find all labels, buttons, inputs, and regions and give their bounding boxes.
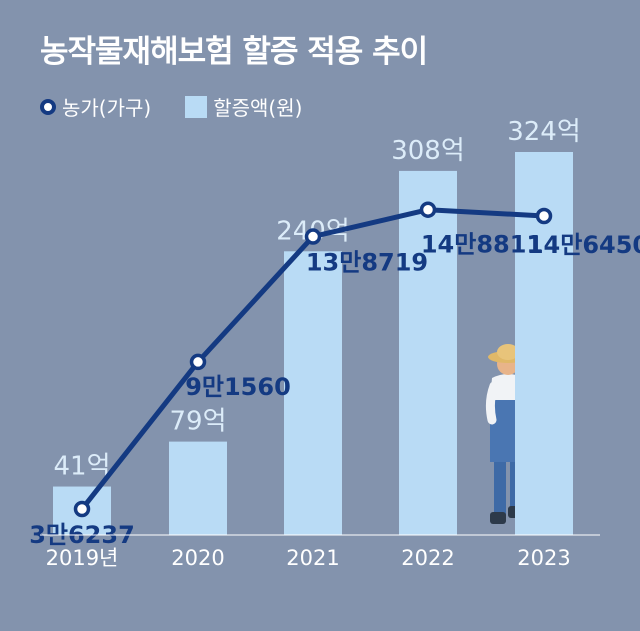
bar-2021	[284, 251, 342, 535]
legend-item-line: 농가(가구)	[40, 92, 151, 121]
line-point-marker	[189, 353, 207, 371]
line-value-label: 13만8719	[306, 249, 428, 277]
x-axis: 2019년 2020 2021 2022 2023	[40, 534, 600, 570]
chart-title: 농작물재해보험 할증 적용 추이	[40, 34, 428, 70]
bar-2022	[399, 170, 457, 535]
line-value-label: 14만8811	[421, 231, 543, 259]
legend-bar-label: 할증액(원)	[213, 96, 303, 120]
legend: 농가(가구) 할증액(원)	[40, 92, 302, 121]
x-tick-label: 2021	[286, 546, 339, 570]
legend-item-bar: 할증액(원)	[185, 92, 302, 121]
legend-line-label: 농가(가구)	[62, 96, 152, 120]
x-tick-label: 2020	[171, 546, 224, 570]
line-point-marker	[73, 500, 91, 518]
line-point-marker	[304, 228, 322, 245]
x-tick-label: 2019년	[46, 546, 119, 570]
line-value-label: 9만1560	[185, 373, 291, 401]
legend-bar-swatch-icon	[185, 95, 208, 118]
bar-2020	[169, 441, 227, 535]
bar-value-label: 41억	[53, 452, 110, 482]
x-tick-label: 2022	[401, 546, 454, 570]
line-point-marker	[419, 201, 437, 218]
legend-line-marker-icon	[40, 98, 56, 115]
line-point-marker	[535, 207, 553, 225]
line-layer	[73, 201, 553, 518]
bar-value-label: 308억	[391, 136, 465, 166]
x-tick-label: 2023	[517, 546, 570, 570]
bar-value-label: 79억	[169, 407, 226, 437]
bar-value-label: 324억	[507, 117, 581, 147]
line-value-label: 14만6450	[527, 231, 640, 259]
